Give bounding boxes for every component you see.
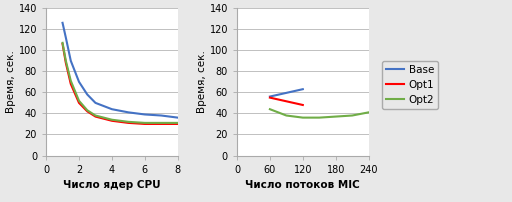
Y-axis label: Время, сек.: Время, сек. [197, 50, 207, 113]
Opt2 [92, 114, 98, 117]
Opt2 [366, 111, 372, 114]
Opt2 [267, 108, 273, 110]
Line: Base: Base [62, 23, 178, 118]
Opt1 [59, 43, 66, 45]
Base [158, 114, 164, 117]
Line: Opt2: Opt2 [62, 43, 178, 123]
Opt2 [333, 115, 339, 118]
Opt2 [125, 121, 132, 123]
Base [59, 22, 66, 24]
Opt1 [76, 102, 82, 104]
Line: Opt1: Opt1 [62, 44, 178, 124]
Opt2 [283, 114, 289, 117]
Base [267, 95, 273, 98]
Opt2 [349, 114, 355, 117]
Opt1 [109, 120, 115, 122]
Line: Opt1: Opt1 [270, 98, 303, 105]
Base [76, 81, 82, 83]
Opt2 [68, 80, 74, 82]
Opt2 [109, 119, 115, 121]
Base [125, 111, 132, 114]
Opt1 [175, 123, 181, 125]
Opt1 [68, 83, 74, 85]
Opt2 [142, 122, 148, 124]
Opt2 [84, 109, 90, 112]
Opt1 [267, 96, 273, 99]
Base [109, 108, 115, 110]
Base [300, 88, 306, 90]
Opt1 [92, 115, 98, 118]
Opt2 [175, 122, 181, 124]
Line: Base: Base [270, 89, 303, 97]
Opt1 [84, 110, 90, 113]
Base [63, 36, 69, 39]
Base [175, 116, 181, 119]
Opt1 [63, 62, 69, 64]
Base [142, 113, 148, 116]
Opt1 [158, 123, 164, 125]
Base [84, 93, 90, 96]
Line: Opt2: Opt2 [270, 109, 369, 118]
Legend: Base, Opt1, Opt2: Base, Opt1, Opt2 [381, 61, 438, 109]
Opt2 [59, 42, 66, 44]
Y-axis label: Время, сек.: Время, сек. [6, 50, 16, 113]
Opt2 [316, 116, 323, 119]
Opt2 [158, 122, 164, 124]
Opt1 [142, 123, 148, 125]
Opt2 [63, 60, 69, 62]
Opt2 [300, 116, 306, 119]
Base [68, 60, 74, 62]
Opt1 [125, 122, 132, 124]
X-axis label: Число потоков MIC: Число потоков MIC [245, 180, 360, 190]
X-axis label: Число ядер CPU: Число ядер CPU [63, 180, 161, 190]
Opt1 [300, 104, 306, 106]
Opt2 [76, 100, 82, 102]
Base [92, 102, 98, 104]
